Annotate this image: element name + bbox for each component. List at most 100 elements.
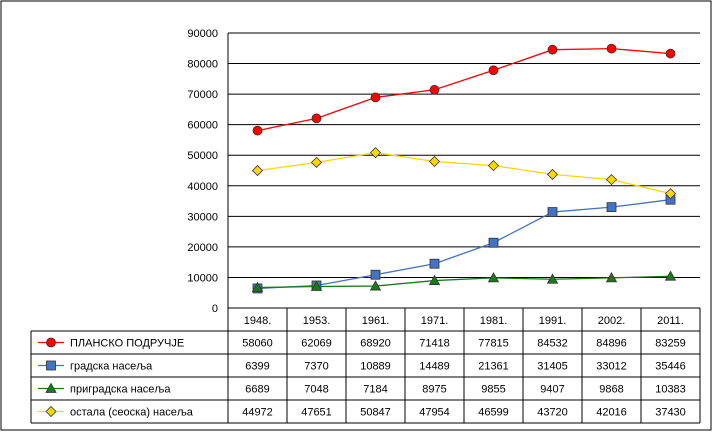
data-label: 47651	[301, 407, 332, 419]
data-point	[664, 270, 677, 281]
data-label: 47954	[419, 407, 450, 419]
data-label: 84532	[537, 338, 568, 350]
legend-key	[38, 337, 64, 348]
legend-label: остала (сеоска) насеља	[70, 407, 194, 419]
data-point	[605, 174, 618, 186]
data-point	[310, 280, 323, 291]
data-label: 42016	[596, 407, 627, 419]
data-label: 50847	[360, 407, 391, 419]
data-point	[429, 258, 440, 269]
data-point	[429, 84, 440, 95]
data-label: 31405	[537, 361, 568, 373]
data-point	[252, 125, 263, 136]
data-point	[487, 160, 500, 172]
data-point	[546, 168, 559, 180]
data-label: 33012	[596, 361, 627, 373]
data-point	[251, 281, 264, 292]
data-point	[369, 147, 382, 159]
data-point	[311, 113, 322, 124]
series-line	[257, 47, 671, 132]
series-3	[251, 147, 677, 200]
x-category-label: 1953.	[303, 315, 331, 327]
y-tick-label: 40000	[187, 181, 218, 193]
series-line	[257, 275, 671, 289]
data-point	[428, 274, 441, 285]
x-category-label: 1948.	[244, 315, 272, 327]
x-category-label: 1961.	[362, 315, 390, 327]
data-point	[547, 44, 558, 55]
data-point	[546, 273, 559, 284]
data-point	[606, 43, 617, 54]
data-point	[606, 202, 617, 213]
data-label: 8975	[422, 384, 446, 396]
data-point	[370, 92, 381, 103]
data-label: 6689	[245, 384, 269, 396]
data-point	[605, 272, 618, 283]
legend-key-marker	[45, 405, 57, 418]
legend-label: приградска насеља	[70, 384, 171, 396]
data-label: 84896	[596, 338, 627, 350]
series-2	[251, 270, 677, 292]
series-line	[257, 199, 671, 290]
data-label: 83259	[655, 338, 686, 350]
y-axis-tick-labels: 0 10000 20000 30000 40000 50000 60000 70000 8000…	[187, 28, 218, 315]
legend-key	[38, 360, 64, 371]
legend-label: градска насеља	[70, 361, 153, 373]
data-label: 43720	[537, 407, 568, 419]
data-point	[369, 280, 382, 291]
y-tick-label: 60000	[187, 120, 218, 132]
y-tick-label: 50000	[187, 150, 218, 162]
y-tick-label: 10000	[187, 272, 218, 284]
legend-key-marker	[45, 382, 57, 393]
data-label: 68920	[360, 338, 391, 350]
x-axis-category-labels: 1948. 1953. 1961. 1971. 1981. 1991. 2002. 2011.	[244, 315, 684, 327]
data-label: 10383	[655, 384, 686, 396]
series-line	[257, 151, 671, 195]
data-label: 35446	[655, 361, 686, 373]
series-0	[252, 43, 676, 136]
data-label: 7184	[363, 384, 387, 396]
data-point	[251, 165, 264, 177]
x-category-label: 2011.	[657, 315, 684, 327]
data-label: 9855	[481, 384, 505, 396]
legend-key-marker	[46, 360, 56, 371]
y-tick-label: 70000	[187, 89, 218, 101]
legend-key-marker	[46, 337, 56, 348]
data-label: 14489	[419, 361, 450, 373]
data-point	[488, 237, 499, 248]
data-label: 7370	[304, 361, 328, 373]
data-point	[664, 188, 677, 200]
legend-label: ПЛАНСКО ПОДРУЧЈЕ	[70, 338, 184, 350]
data-point	[428, 155, 441, 168]
x-category-label: 1991.	[539, 315, 567, 327]
legend-key	[38, 382, 64, 393]
data-point	[547, 207, 558, 217]
data-label: 37430	[655, 407, 686, 419]
data-point	[665, 48, 676, 59]
data-point	[310, 156, 323, 168]
data-label: 44972	[242, 407, 273, 419]
data-label: 6399	[245, 361, 269, 373]
data-label: 9407	[540, 384, 564, 396]
data-label: 10889	[360, 361, 391, 373]
data-table	[30, 307, 701, 424]
y-tick-label: 0	[212, 303, 218, 315]
data-point	[370, 269, 381, 280]
y-tick-label: 30000	[187, 211, 218, 223]
y-tick-label: 90000	[187, 28, 218, 40]
data-label: 9868	[599, 384, 623, 396]
y-tick-label: 20000	[187, 242, 218, 254]
x-category-label: 1981.	[480, 315, 508, 327]
data-label: 58060	[242, 338, 273, 350]
data-point	[488, 65, 499, 76]
x-category-label: 1971.	[421, 315, 449, 327]
x-category-label: 2002.	[598, 315, 626, 327]
data-label: 62069	[301, 338, 332, 350]
data-point	[487, 272, 500, 283]
legend-key	[38, 405, 64, 418]
data-label: 46599	[478, 407, 509, 419]
y-tick-label: 80000	[187, 59, 218, 71]
